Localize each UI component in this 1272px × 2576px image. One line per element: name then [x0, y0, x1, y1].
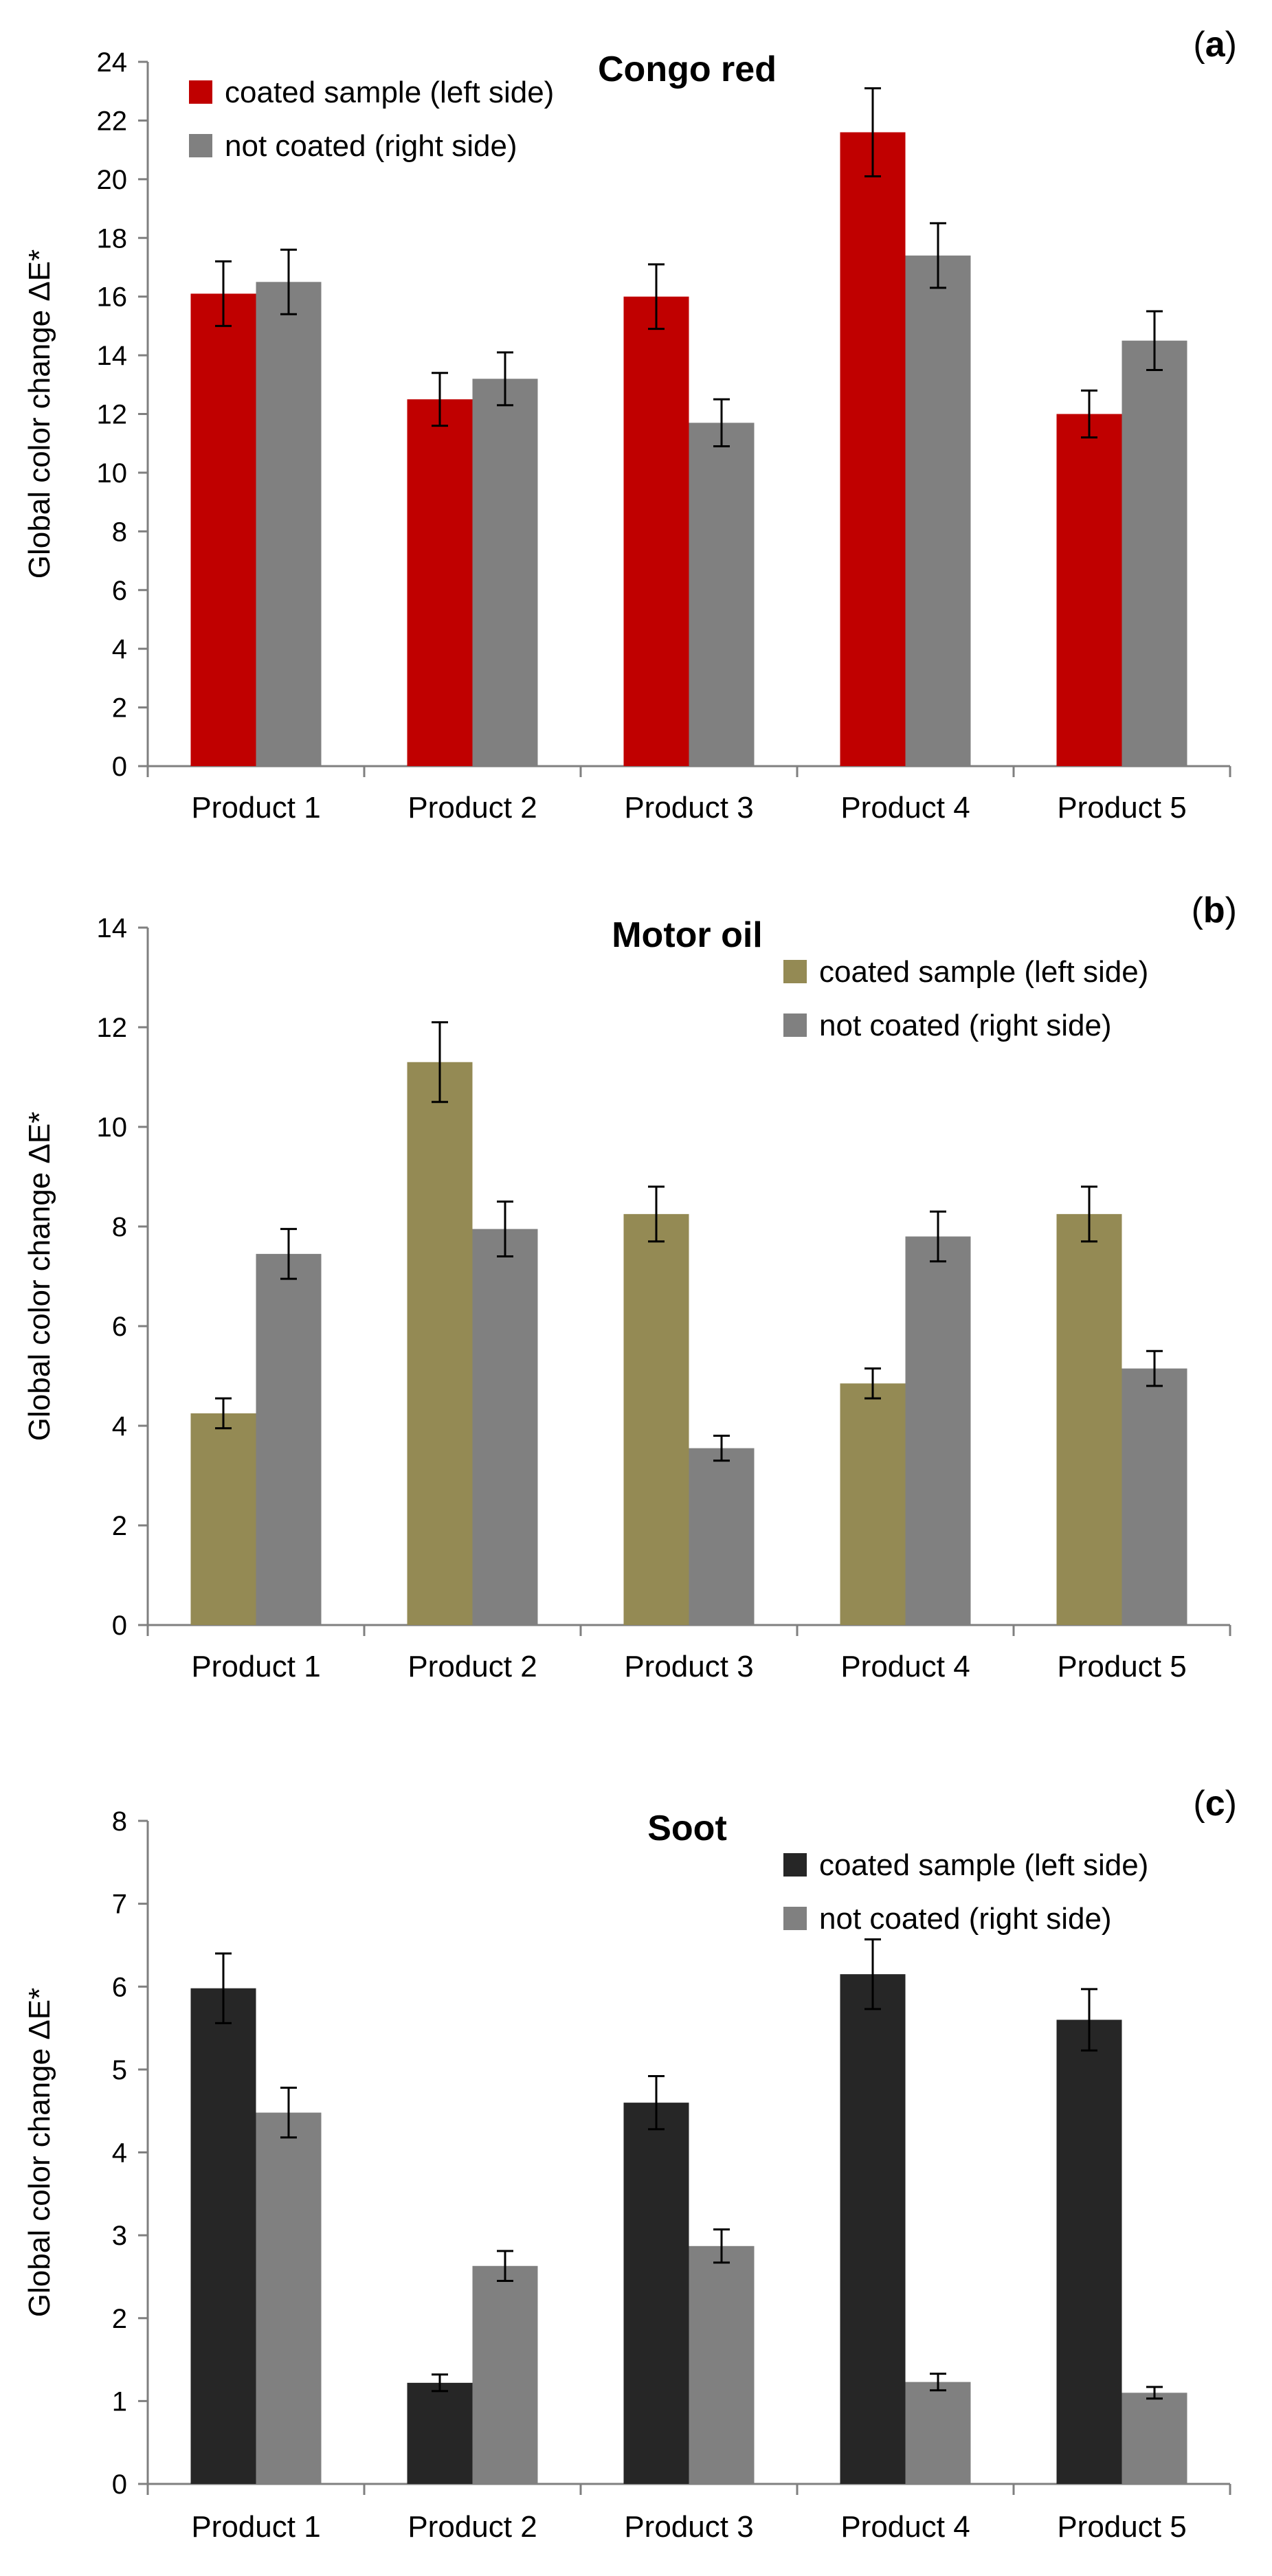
- x-tick-label: Product 1: [191, 1650, 320, 1683]
- y-tick-label: 24: [97, 47, 128, 78]
- y-tick-label: 7: [112, 1890, 127, 1920]
- bar: [689, 1448, 755, 1625]
- y-axis-label: Global color change ΔE*: [23, 249, 56, 579]
- legend-label: not coated (right side): [225, 129, 517, 163]
- x-tick-label: Product 4: [840, 2510, 970, 2544]
- x-tick-label: Product 5: [1057, 791, 1186, 825]
- chart-title: Soot: [647, 1808, 727, 1848]
- chart-title: Motor oil: [612, 915, 763, 955]
- bar: [623, 2103, 689, 2484]
- legend-label: not coated (right side): [819, 1902, 1112, 1936]
- bar: [407, 1062, 473, 1625]
- y-tick-label: 6: [112, 1312, 127, 1342]
- bar: [1056, 2019, 1122, 2484]
- bar: [1056, 1213, 1122, 1625]
- bar: [472, 1229, 538, 1625]
- y-tick-label: 10: [97, 458, 128, 489]
- y-tick-label: 8: [112, 1212, 127, 1242]
- chart-soot: 0 1 2 3 4 5 6 7 8 Product 1 Product 2 Product 3 Prod…: [23, 1784, 1237, 2544]
- x-tick-label: Product 3: [624, 2510, 753, 2544]
- bar: [905, 2382, 971, 2484]
- bar: [1122, 1368, 1187, 1625]
- x-tick-label: Product 2: [408, 791, 537, 825]
- y-tick-label: 0: [112, 752, 127, 782]
- x-tick-label: Product 5: [1057, 1650, 1186, 1683]
- bar: [689, 2245, 755, 2484]
- bar: [472, 379, 538, 766]
- bar: [1122, 340, 1187, 767]
- x-tick-label: Product 5: [1057, 2510, 1186, 2544]
- y-tick-label: 8: [112, 517, 127, 547]
- legend-swatch: [783, 1013, 807, 1037]
- y-tick-label: 16: [97, 282, 128, 313]
- y-tick-label: 0: [112, 2469, 127, 2500]
- legend-swatch: [783, 1907, 807, 1930]
- bar: [190, 293, 256, 766]
- bar: [905, 255, 971, 766]
- x-tick-label: Product 1: [191, 791, 320, 825]
- x-tick-label: Product 1: [191, 2510, 320, 2544]
- chart-motor-oil: 0 2 4 6 8 10 12 14 Product 1 Product 2 Product 3 Pr…: [23, 891, 1237, 1683]
- panel-label: (a): [1193, 25, 1237, 65]
- chart-title: Congo red: [598, 49, 777, 89]
- y-tick-label: 4: [112, 2138, 127, 2169]
- bar: [840, 132, 906, 766]
- legend-swatch: [783, 1853, 807, 1877]
- x-tick-label: Product 4: [840, 791, 970, 825]
- legend-swatch: [189, 134, 212, 157]
- bar: [623, 296, 689, 767]
- bar: [623, 1213, 689, 1625]
- y-tick-label: 20: [97, 165, 128, 195]
- bar: [689, 423, 755, 766]
- y-tick-label: 14: [97, 341, 128, 371]
- y-tick-label: 6: [112, 1972, 127, 2002]
- bar: [407, 399, 473, 766]
- legend-label: not coated (right side): [819, 1009, 1112, 1042]
- bar: [1122, 2393, 1187, 2484]
- y-tick-label: 14: [97, 913, 128, 943]
- x-tick-label: Product 3: [624, 1650, 753, 1683]
- legend-swatch: [189, 80, 212, 104]
- x-tick-label: Product 2: [408, 2510, 537, 2544]
- bar: [256, 2112, 322, 2484]
- bar: [190, 1413, 256, 1625]
- y-tick-label: 3: [112, 2221, 127, 2251]
- bar: [472, 2265, 538, 2484]
- bar: [840, 1974, 906, 2484]
- y-tick-label: 2: [112, 1511, 127, 1541]
- y-tick-label: 4: [112, 634, 127, 664]
- bar: [256, 282, 322, 766]
- bar: [1056, 414, 1122, 766]
- y-tick-label: 12: [97, 1013, 128, 1043]
- panel-label: (c): [1193, 1784, 1237, 1824]
- y-tick-label: 12: [97, 400, 128, 430]
- legend-swatch: [783, 960, 807, 983]
- x-tick-label: Product 2: [408, 1650, 537, 1683]
- bar: [407, 2382, 473, 2484]
- y-tick-label: 2: [112, 693, 127, 724]
- bar: [840, 1383, 906, 1625]
- y-tick-label: 0: [112, 1611, 127, 1641]
- y-tick-label: 10: [97, 1112, 128, 1143]
- y-tick-label: 1: [112, 2386, 127, 2417]
- panel-label: (b): [1192, 891, 1237, 930]
- y-tick-label: 5: [112, 2055, 127, 2085]
- legend-label: coated sample (left side): [819, 1848, 1148, 1882]
- x-tick-label: Product 4: [840, 1650, 970, 1683]
- y-axis-label: Global color change ΔE*: [23, 1988, 56, 2317]
- bar: [190, 1988, 256, 2484]
- legend-label: coated sample (left side): [819, 955, 1148, 989]
- x-tick-label: Product 3: [624, 791, 753, 825]
- y-tick-label: 6: [112, 576, 127, 606]
- y-tick-label: 22: [97, 106, 128, 136]
- legend-label: coated sample (left side): [225, 76, 554, 109]
- bar: [905, 1236, 971, 1625]
- y-axis-label: Global color change ΔE*: [23, 1112, 56, 1441]
- y-tick-label: 4: [112, 1411, 127, 1442]
- y-tick-label: 18: [97, 223, 128, 254]
- y-tick-label: 8: [112, 1806, 127, 1837]
- y-tick-label: 2: [112, 2304, 127, 2334]
- bar: [256, 1253, 322, 1625]
